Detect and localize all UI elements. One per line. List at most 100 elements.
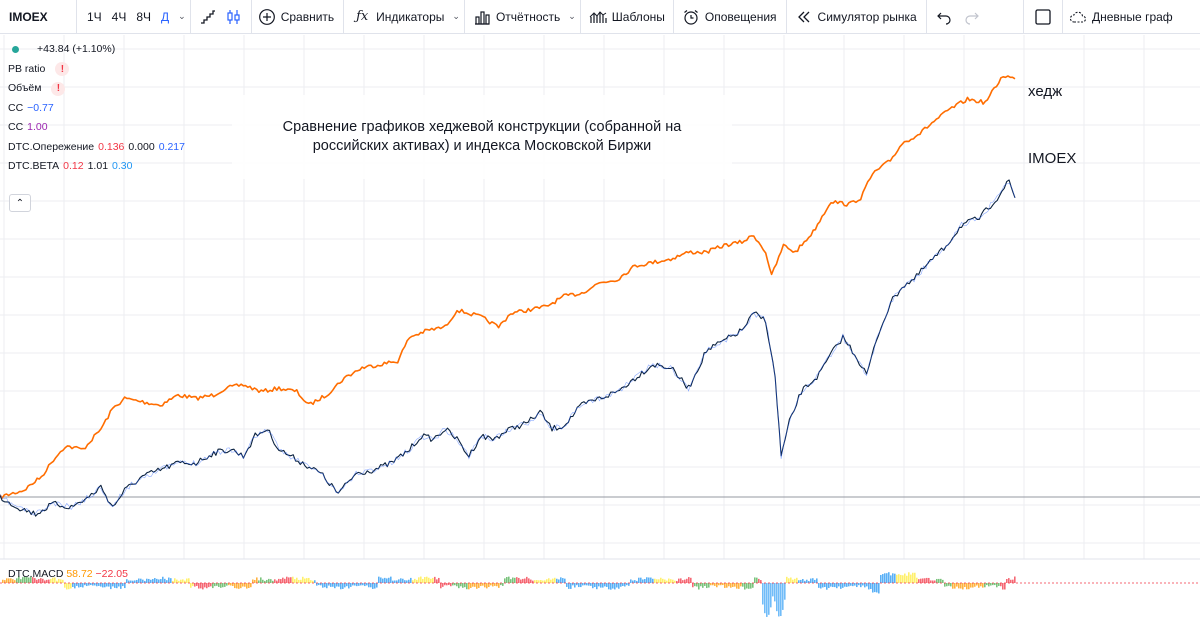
chart-annotation-text[interactable]: Сравнение графиков хеджевой конструкции … [232,95,732,179]
financials-button[interactable]: Отчётность [465,0,564,34]
macd-histogram-bar [482,583,484,586]
macd-histogram-bar [774,583,776,602]
macd-histogram-bar [822,583,824,588]
macd-histogram-bar [266,579,268,583]
macd-histogram-bar [128,580,130,583]
macd-histogram-bar [222,583,224,588]
interval-dropdown-chevron-icon[interactable]: ⌄ [178,11,186,21]
interval-day[interactable]: Д [161,9,170,24]
cc-1-value: −0.77 [27,101,54,114]
redo-button[interactable] [958,0,986,34]
macd-histogram-bar [812,578,814,583]
legend-collapse-button[interactable]: ⌃ [9,194,31,212]
macd-histogram-bar [242,583,244,587]
indicators-button[interactable]: ƒx Индикаторы [344,0,448,34]
undo-button[interactable] [927,0,958,34]
legend-cc-1[interactable]: CC −0.77 [8,99,185,119]
macd-histogram-bar [24,576,26,583]
macd-histogram-bar [528,578,530,583]
macd-histogram-bar [32,577,34,583]
toolbar-divider [463,0,465,34]
macd-histogram-bar [658,579,660,583]
macd-histogram-bar [130,580,132,583]
macd-histogram-bar [228,583,230,586]
replay-button[interactable]: Симулятор рынка [787,0,926,34]
macd-histogram-bar [320,583,322,586]
legend-dtc-lead[interactable]: DTC.Опережение 0.136 0.000 0.217 [8,138,185,158]
macd-histogram-bar [400,578,402,583]
legend-cc-2[interactable]: CC 1.00 [8,118,185,138]
macd-histogram-bar [470,583,472,588]
macd-histogram-bar [978,583,980,588]
macd-histogram-bar [214,583,216,587]
macd-histogram-bar [172,580,174,583]
fullscreen-button[interactable] [1024,0,1062,34]
financials-dropdown-chevron-icon[interactable]: ⌄ [568,11,576,21]
symbol-search-button[interactable]: IMOEX [9,9,48,24]
warning-icon[interactable]: ! [55,62,70,77]
interval-1h[interactable]: 1Ч [87,9,102,24]
macd-histogram-bar [866,583,868,587]
macd-histogram-bar [740,583,742,587]
layout-save-button[interactable]: Дневные граф [1063,0,1200,34]
macd-histogram-bar [984,583,986,588]
macd-histogram-bar [348,583,350,589]
macd-histogram-bar [960,583,962,589]
macd-histogram-bar [60,579,62,583]
candles-style-button[interactable] [223,0,251,34]
macd-histogram-bar [294,579,296,583]
macd-histogram-bar [244,583,246,587]
cloud-icon [1069,8,1087,26]
macd-histogram-bar [624,583,626,587]
macd-histogram-bar [270,579,272,583]
templates-button[interactable]: Шаблоны [581,0,673,34]
macd-histogram-bar [728,583,730,587]
bar-style-button[interactable] [191,0,223,34]
macd-histogram-bar [884,573,886,583]
legend-volume[interactable]: Объём ! [8,79,185,99]
macd-histogram-bar [620,583,622,587]
macd-histogram-bar [392,580,394,583]
macd-histogram-bar [652,578,654,583]
toolbar-divider [672,0,674,34]
macd-histogram-bar [692,583,694,588]
macd-histogram-bar [604,583,606,587]
macd-histogram-bar [806,579,808,583]
macd-histogram-bar [220,583,222,588]
macd-legend[interactable]: DTC.MACD 58.72 −22.05 [8,568,128,580]
interval-8h[interactable]: 8Ч [136,9,152,24]
macd-histogram-bar [702,583,704,588]
alerts-button[interactable]: Оповещения [674,0,786,34]
legend-pb-ratio[interactable]: PB ratio ! [8,60,185,80]
macd-histogram-bar [854,583,856,586]
macd-histogram-bar [706,583,708,589]
macd-histogram-bar [864,583,866,588]
warning-icon[interactable]: ! [51,81,66,96]
macd-histogram-bar [396,580,398,583]
macd-histogram-bar [118,583,120,587]
macd-histogram-bar [384,577,386,583]
legend-dtc-beta[interactable]: DTC.BETA 0.12 1.01 0.30 [8,157,185,177]
macd-histogram-bar [878,583,880,594]
macd-histogram-bar [742,583,744,587]
macd-histogram-bar [76,583,78,586]
macd-histogram-bar [792,579,794,583]
indicators-dropdown-chevron-icon[interactable]: ⌄ [452,11,460,21]
macd-histogram-bar [968,583,970,590]
macd-histogram-bar [70,583,72,589]
macd-histogram-bar [598,583,600,587]
macd-histogram-bar [102,583,104,588]
macd-histogram-bar [594,583,596,588]
compare-button[interactable]: Сравнить [252,0,343,34]
macd-histogram-bar [720,583,722,586]
interval-4h[interactable]: 4Ч [111,9,127,24]
macd-histogram-bar [570,583,572,589]
macd-histogram-bar [1012,579,1014,583]
macd-histogram-bar [212,583,214,589]
macd-histogram-bar [810,578,812,583]
macd-histogram-bar [848,583,850,587]
macd-histogram-bar [642,579,644,583]
macd-histogram-bar [688,577,690,583]
toolbar-right-group: Дневные граф [1023,0,1200,34]
dtc-lead-value-3: 0.217 [158,140,185,153]
